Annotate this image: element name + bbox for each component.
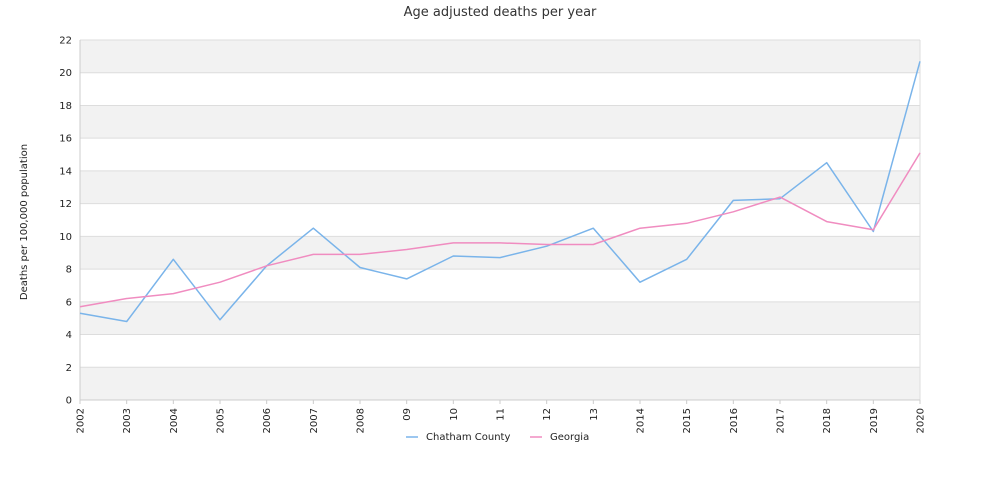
y-tick-label: 22 xyxy=(59,36,72,47)
x-tick-label: 2008 xyxy=(356,408,367,433)
grid-band xyxy=(80,40,920,73)
y-tick-label: 4 xyxy=(66,330,72,341)
x-tick-label: 2019 xyxy=(869,408,880,433)
x-tick-label: 2020 xyxy=(916,408,927,433)
y-tick-label: 6 xyxy=(66,297,72,308)
x-tick-label: 2005 xyxy=(216,408,227,433)
x-tick-label: 12 xyxy=(542,408,553,421)
grid-band xyxy=(80,236,920,270)
y-tick-label: 14 xyxy=(59,166,72,177)
grid-band xyxy=(80,367,920,400)
y-tick-label: 2 xyxy=(66,363,72,374)
y-axis-label: Deaths per 100,000 population xyxy=(19,144,30,300)
legend-label: Chatham County xyxy=(426,432,510,443)
x-tick-label: 2004 xyxy=(169,408,180,433)
x-tick-label: 13 xyxy=(589,408,600,421)
x-tick-label: 11 xyxy=(496,408,507,421)
legend: Chatham County Georgia xyxy=(406,432,589,443)
chart-title: Age adjusted deaths per year xyxy=(404,5,597,20)
x-tick-label: 2007 xyxy=(309,408,320,433)
x-tick-label: 2003 xyxy=(122,408,133,433)
series-line-georgia xyxy=(79,152,921,308)
y-tick-label: 0 xyxy=(66,396,72,407)
grid-band xyxy=(80,105,920,139)
x-tick-label: 2002 xyxy=(76,408,87,433)
series-line-chatham-county xyxy=(79,61,921,323)
y-tick-label: 10 xyxy=(59,232,72,243)
legend-label: Georgia xyxy=(550,432,589,443)
x-tick-label: 2015 xyxy=(682,408,693,433)
x-tick-label: 2014 xyxy=(636,408,647,433)
x-tick-label: 10 xyxy=(449,408,460,421)
y-tick-label: 8 xyxy=(66,265,72,276)
y-tick-label: 12 xyxy=(59,199,72,210)
grid-band xyxy=(80,301,920,335)
x-tick-label: 2006 xyxy=(262,408,273,433)
x-tick-label: 2017 xyxy=(776,408,787,433)
x-tick-label: 2016 xyxy=(729,408,740,433)
y-tick-label: 16 xyxy=(59,134,72,145)
y-tick-label: 20 xyxy=(59,68,72,79)
x-tick-label: 09 xyxy=(402,408,413,421)
y-tick-label: 18 xyxy=(59,101,72,112)
x-tick-label: 2018 xyxy=(822,408,833,433)
